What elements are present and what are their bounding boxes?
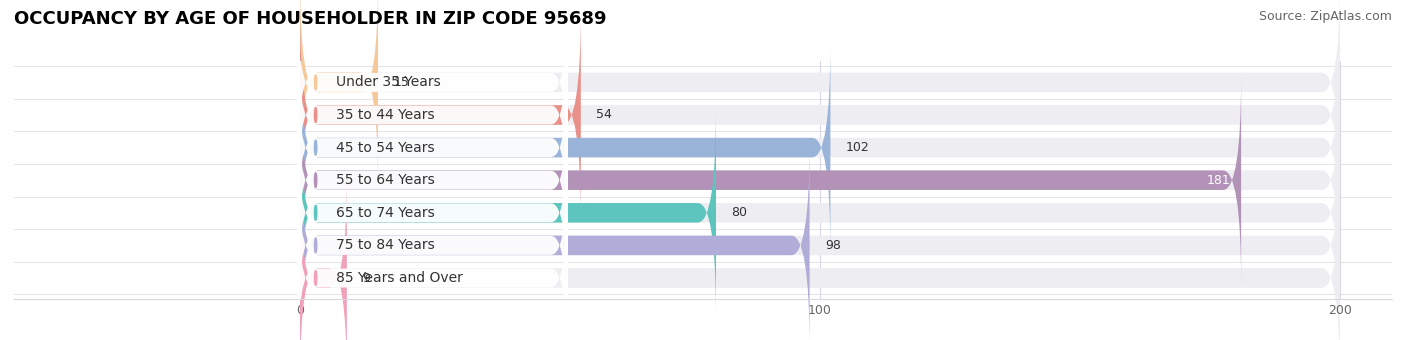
Circle shape <box>315 271 316 286</box>
FancyBboxPatch shape <box>299 141 810 340</box>
Text: 181: 181 <box>1206 174 1230 187</box>
Text: Source: ZipAtlas.com: Source: ZipAtlas.com <box>1258 10 1392 23</box>
Circle shape <box>315 107 316 122</box>
FancyBboxPatch shape <box>298 53 568 242</box>
Text: 80: 80 <box>731 206 748 219</box>
Circle shape <box>315 140 316 155</box>
FancyBboxPatch shape <box>299 11 581 219</box>
FancyBboxPatch shape <box>299 43 831 252</box>
FancyBboxPatch shape <box>299 0 378 187</box>
Text: 35 to 44 Years: 35 to 44 Years <box>336 108 434 122</box>
Circle shape <box>315 75 316 90</box>
Text: Under 35 Years: Under 35 Years <box>336 75 441 89</box>
Text: 55 to 64 Years: 55 to 64 Years <box>336 173 436 187</box>
FancyBboxPatch shape <box>299 0 1340 187</box>
Text: OCCUPANCY BY AGE OF HOUSEHOLDER IN ZIP CODE 95689: OCCUPANCY BY AGE OF HOUSEHOLDER IN ZIP C… <box>14 10 606 28</box>
Text: 102: 102 <box>846 141 870 154</box>
Circle shape <box>315 238 316 253</box>
FancyBboxPatch shape <box>298 0 568 177</box>
FancyBboxPatch shape <box>299 141 1340 340</box>
FancyBboxPatch shape <box>299 108 1340 317</box>
FancyBboxPatch shape <box>299 43 1340 252</box>
Text: 15: 15 <box>394 76 409 89</box>
Text: 54: 54 <box>596 108 612 121</box>
FancyBboxPatch shape <box>299 174 347 340</box>
Text: 65 to 74 Years: 65 to 74 Years <box>336 206 436 220</box>
FancyBboxPatch shape <box>298 151 568 340</box>
Text: 98: 98 <box>825 239 841 252</box>
FancyBboxPatch shape <box>298 20 568 210</box>
Circle shape <box>315 173 316 188</box>
FancyBboxPatch shape <box>299 174 1340 340</box>
FancyBboxPatch shape <box>298 85 568 275</box>
FancyBboxPatch shape <box>299 76 1241 285</box>
Text: 75 to 84 Years: 75 to 84 Years <box>336 238 436 252</box>
Text: 9: 9 <box>363 272 370 285</box>
FancyBboxPatch shape <box>299 108 716 317</box>
FancyBboxPatch shape <box>298 118 568 308</box>
Circle shape <box>315 205 316 220</box>
FancyBboxPatch shape <box>299 76 1340 285</box>
Text: 85 Years and Over: 85 Years and Over <box>336 271 464 285</box>
FancyBboxPatch shape <box>298 183 568 340</box>
FancyBboxPatch shape <box>299 11 1340 219</box>
Text: 45 to 54 Years: 45 to 54 Years <box>336 141 434 155</box>
